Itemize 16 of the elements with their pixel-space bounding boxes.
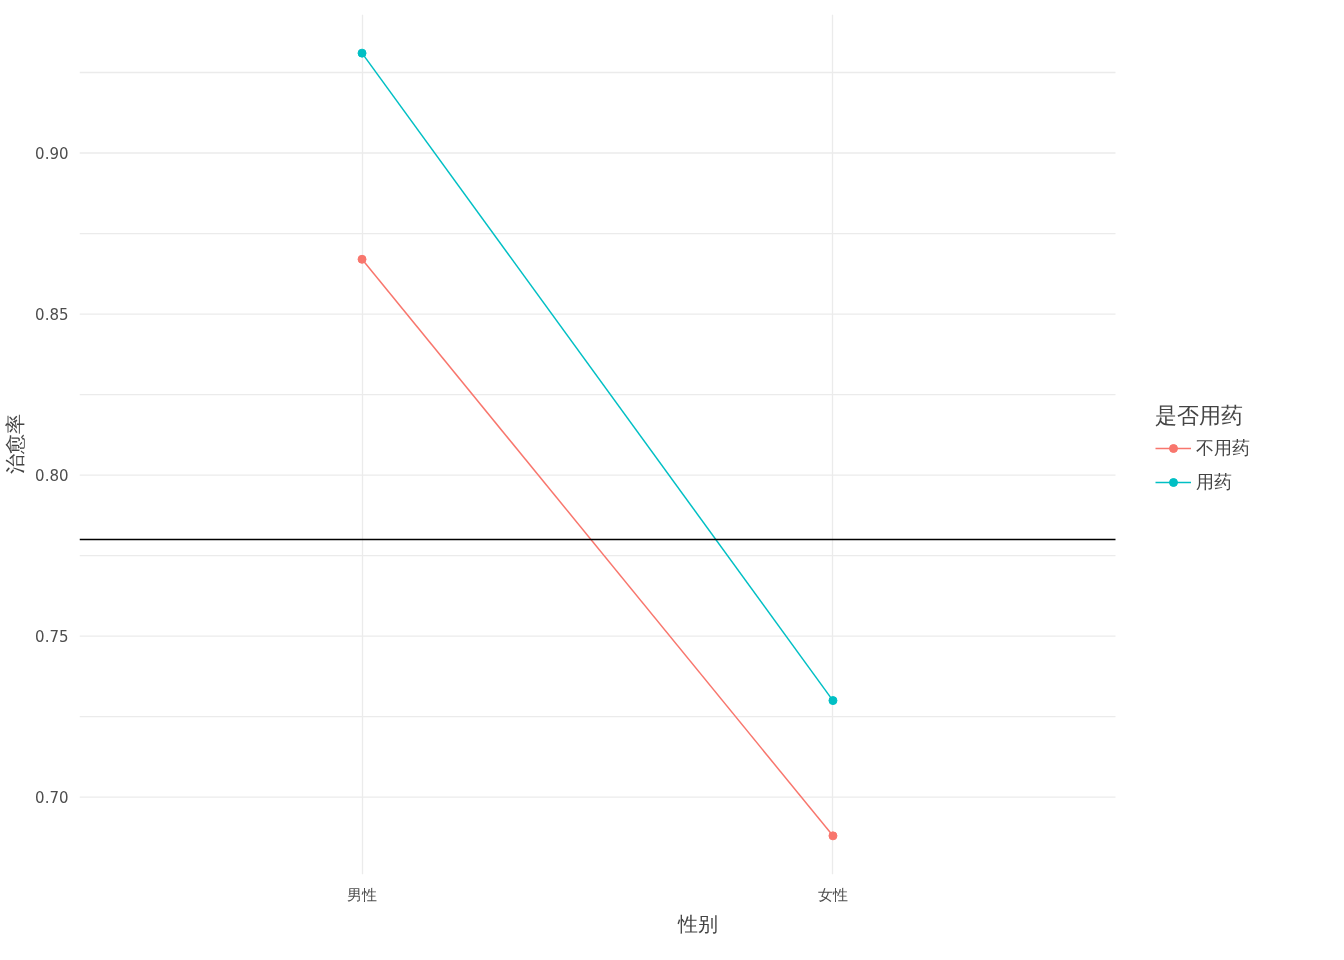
legend-label: 不用药 [1196, 436, 1250, 460]
y-tick-label: 0.70 [35, 789, 69, 808]
y-tick-label: 0.75 [35, 628, 69, 647]
y-tick-label: 0.85 [35, 306, 69, 325]
x-axis-title: 性别 [676, 911, 718, 936]
point [828, 696, 838, 706]
point [357, 48, 367, 58]
point [357, 254, 367, 264]
x-tick-label: 女性 [817, 885, 848, 904]
legend-title: 是否用药 [1155, 402, 1244, 430]
point [828, 831, 838, 841]
y-axis-title: 治愈率 [3, 414, 28, 475]
x-tick-label: 男性 [347, 885, 378, 904]
y-tick-label: 0.90 [35, 145, 69, 163]
legend-label: 用药 [1196, 470, 1232, 494]
y-tick-label: 0.80 [35, 467, 69, 486]
